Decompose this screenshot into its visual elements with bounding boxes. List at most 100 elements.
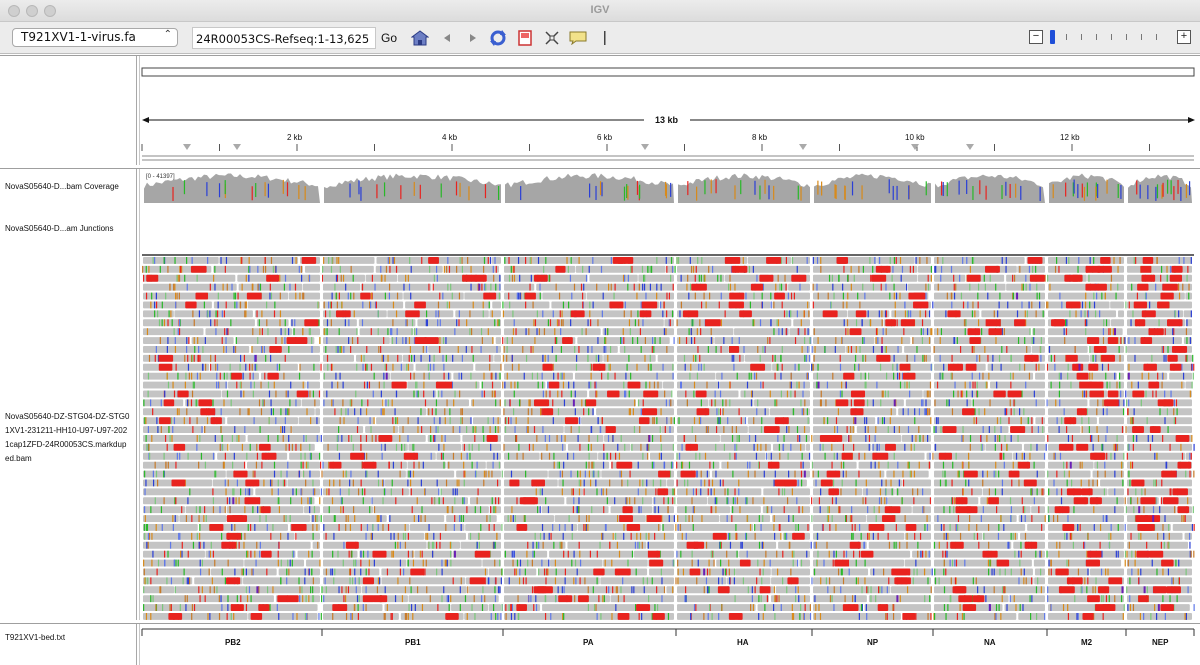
mismatch-mark: [746, 381, 749, 389]
minimize-window-button[interactable]: [26, 5, 38, 17]
close-window-button[interactable]: [8, 5, 20, 17]
softclip-block: [200, 408, 216, 416]
fit-icon[interactable]: [542, 28, 562, 48]
mismatch-mark: [671, 461, 673, 469]
softclip-block: [1027, 257, 1043, 264]
mismatch-mark: [910, 470, 912, 478]
genome-dropdown[interactable]: T921XV1-1-virus.fa ⌃: [12, 28, 178, 47]
go-button[interactable]: Go: [380, 31, 397, 45]
mismatch-mark: [561, 372, 563, 380]
back-icon[interactable]: [437, 28, 457, 48]
mismatch-mark: [790, 292, 793, 300]
insertion-mark: [1152, 515, 1155, 522]
popup-icon[interactable]: [568, 28, 588, 48]
mismatch-mark: [280, 532, 282, 540]
mismatch-mark: [988, 372, 990, 380]
mismatch-mark: [502, 301, 504, 309]
mismatch-mark: [983, 274, 985, 282]
softclip-block: [899, 363, 911, 371]
mismatch-mark: [572, 452, 575, 460]
mismatch-mark: [198, 515, 200, 522]
alignment-read: [1118, 372, 1124, 380]
mismatch-mark: [820, 390, 822, 398]
zoom-window-button[interactable]: [44, 5, 56, 17]
chromosome-ideogram[interactable]: [141, 67, 1195, 77]
mismatch-mark: [1178, 257, 1180, 264]
refresh-icon[interactable]: [488, 28, 508, 48]
insertion-mark: [1138, 506, 1141, 514]
mismatch-mark: [596, 488, 598, 496]
mismatch-mark: [884, 310, 887, 318]
mismatch-mark: [224, 265, 226, 273]
mismatch-mark: [884, 497, 886, 505]
coverage-track-label[interactable]: NovaS05640-D...bam Coverage: [5, 182, 119, 191]
alignment-read: [1048, 435, 1124, 442]
mismatch-mark: [331, 399, 333, 407]
mismatch-mark: [895, 257, 897, 264]
mismatch-mark: [154, 497, 156, 505]
alignment-track-label-line[interactable]: 1cap1ZFD-24R00053CS.markdup: [5, 440, 127, 449]
alignment-read: [813, 372, 868, 380]
forward-icon[interactable]: [463, 28, 483, 48]
mismatch-mark: [704, 274, 706, 282]
mismatch-mark: [548, 452, 551, 460]
zoom-slider-thumb[interactable]: [1050, 30, 1055, 44]
ruler-line-icon[interactable]: [595, 28, 615, 48]
mismatch-mark: [642, 479, 644, 487]
mismatch-mark: [402, 426, 404, 433]
mismatch-mark: [835, 417, 838, 425]
mismatch-mark: [176, 452, 178, 460]
alignment-track[interactable]: [142, 254, 1195, 620]
mismatch-mark: [1067, 372, 1069, 380]
mismatch-mark: [851, 532, 853, 540]
mismatch-mark: [720, 408, 722, 416]
mismatch-mark: [541, 408, 543, 416]
mismatch-mark: [513, 550, 515, 558]
mismatch-mark: [1010, 381, 1012, 389]
mismatch-mark: [187, 452, 189, 460]
mismatch-mark: [748, 435, 751, 442]
mismatch-mark: [893, 541, 895, 549]
alignment-read: [356, 354, 403, 362]
coverage-track[interactable]: [144, 173, 1192, 203]
data-svg[interactable]: [0 - 41397]: [140, 169, 1200, 621]
mismatch-mark: [589, 479, 592, 487]
mismatch-mark: [400, 363, 402, 371]
mismatch-mark: [766, 452, 768, 460]
mismatch-mark: [270, 532, 272, 540]
mismatch-mark: [655, 488, 657, 496]
roi-icon[interactable]: [515, 28, 535, 48]
zoom-in-button[interactable]: +: [1177, 30, 1191, 44]
mismatch-mark: [541, 524, 544, 531]
alignment-read: [990, 381, 1045, 389]
alignment-read: [465, 524, 501, 531]
locus-input[interactable]: 24R00053CS-Refseq:1-13,625: [192, 27, 376, 49]
mismatch-mark: [1183, 515, 1185, 522]
mismatch-mark: [1025, 283, 1027, 291]
mismatch-mark: [463, 443, 465, 451]
mismatch-mark: [733, 354, 735, 362]
mismatch-mark: [409, 257, 411, 264]
mismatch-mark: [407, 550, 410, 558]
alignment-read: [446, 515, 497, 522]
mismatch-mark: [184, 354, 186, 362]
zoom-out-button[interactable]: −: [1029, 30, 1043, 44]
junctions-track-label[interactable]: NovaS05640-D...am Junctions: [5, 224, 114, 233]
mismatch-mark: [357, 337, 359, 344]
alignment-read: [1174, 399, 1192, 407]
mismatch-mark: [387, 524, 390, 531]
mismatch-mark: [392, 417, 394, 425]
alignment-track-label-line[interactable]: NovaS05640-DZ-STG04-DZ-STG0: [5, 412, 130, 421]
mismatch-mark: [441, 435, 443, 442]
mismatch-mark: [1007, 541, 1009, 549]
alignment-track-label-line[interactable]: 1XV1-231211-HH10-U97-U97-202: [5, 426, 128, 435]
coverage-segment: [814, 173, 931, 203]
home-icon[interactable]: [410, 28, 430, 48]
mismatch-mark: [847, 328, 849, 336]
mismatch-mark: [365, 532, 367, 540]
mismatch-mark: [317, 541, 319, 549]
mismatch-mark: [789, 310, 792, 318]
mismatch-mark: [845, 515, 848, 522]
mismatch-mark: [613, 292, 615, 300]
alignment-track-label-line[interactable]: ed.bam: [5, 454, 32, 463]
